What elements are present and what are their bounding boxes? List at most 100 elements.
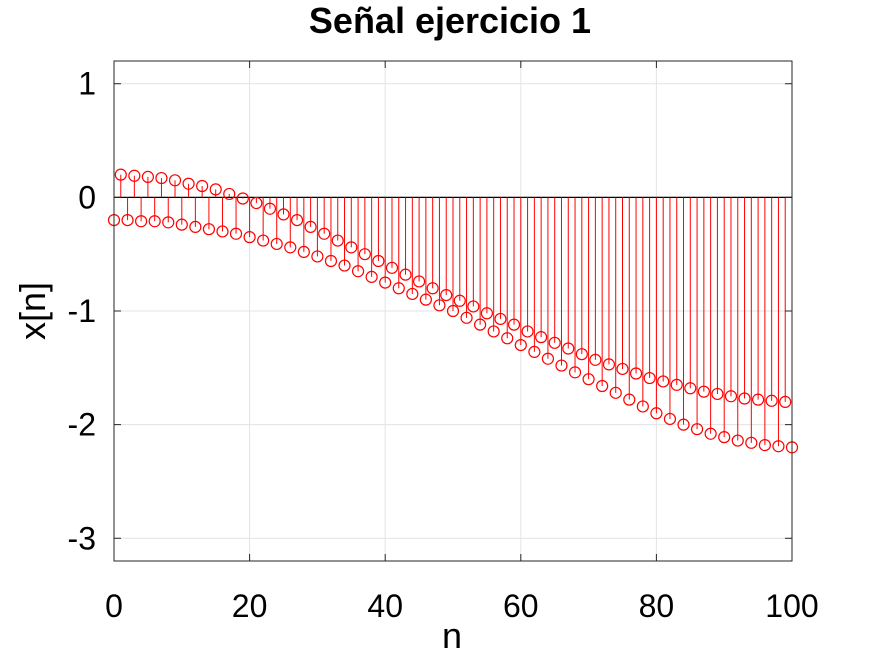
x-tick-label: 100 — [765, 588, 818, 624]
stem-marker — [324, 254, 338, 268]
stem-marker — [311, 250, 324, 263]
stem-marker — [738, 392, 751, 405]
stem-marker — [765, 394, 778, 407]
stem-marker — [711, 387, 724, 401]
stem-marker — [575, 348, 588, 361]
stem-marker — [257, 234, 270, 247]
y-tick-label: 0 — [78, 179, 96, 215]
stem-marker — [338, 259, 351, 272]
chart-title: Señal ejercicio 1 — [309, 0, 591, 41]
stem-marker — [474, 318, 487, 331]
stem-marker — [114, 168, 127, 181]
stem-marker — [365, 270, 378, 284]
stem-marker — [121, 213, 134, 227]
y-axis: 1 0 -1 -2 -3 — [68, 66, 792, 556]
stem-marker — [670, 378, 683, 391]
stem-marker — [270, 237, 283, 251]
stem-marker — [555, 359, 568, 372]
x-tick-label: 20 — [232, 588, 268, 624]
stem-marker — [690, 423, 704, 436]
stem-marker — [216, 225, 229, 238]
stem-marker — [148, 215, 161, 228]
stem-marker — [440, 288, 453, 302]
stem-marker — [697, 385, 710, 398]
stem-marker — [182, 177, 195, 190]
stem-marker — [487, 325, 500, 338]
stem-marker — [243, 231, 256, 244]
stem-marker — [745, 436, 758, 449]
y-tick-label: -1 — [68, 293, 96, 329]
y-tick-label: -3 — [68, 520, 96, 556]
stem-marker — [379, 276, 392, 289]
stem-marker — [168, 174, 182, 187]
stem-marker — [277, 208, 290, 221]
stem-marker — [446, 304, 460, 318]
stem-marker — [507, 318, 521, 331]
stem-marker — [250, 196, 263, 210]
plot-area — [107, 60, 799, 562]
stem-marker — [779, 395, 792, 409]
stem-marker — [196, 179, 209, 193]
stem-marker — [372, 254, 385, 268]
stem-marker — [304, 220, 317, 234]
stem-marker — [636, 400, 649, 413]
stem-marker — [141, 170, 154, 184]
stem-marker — [751, 393, 765, 406]
stem-marker — [528, 345, 541, 359]
x-tick-label: 60 — [503, 588, 539, 624]
stem-marker — [521, 325, 534, 338]
stem-marker — [399, 268, 412, 281]
stem-marker — [223, 187, 236, 201]
stem-marker — [358, 248, 371, 261]
stem-marker — [535, 331, 548, 344]
stem-marker — [724, 390, 738, 403]
stem-marker — [331, 234, 344, 247]
x-tick-label: 40 — [367, 588, 403, 624]
stem-marker — [514, 338, 527, 352]
stem-marker — [406, 287, 419, 301]
y-tick-label: -2 — [68, 407, 96, 443]
stem-marker — [236, 192, 249, 205]
x-tick-label: 80 — [639, 588, 675, 624]
stem-marker — [392, 282, 405, 295]
stem-marker — [650, 407, 663, 420]
stem-marker — [263, 202, 277, 215]
stem-marker — [616, 362, 629, 376]
stem-marker — [758, 438, 771, 452]
stem-marker — [433, 299, 446, 312]
stem-marker — [426, 282, 439, 295]
y-axis-label: x[n] — [12, 282, 53, 340]
stem-marker — [548, 336, 561, 349]
stem-marker — [189, 220, 202, 234]
stem-marker — [209, 183, 222, 196]
stem-marker — [677, 418, 690, 431]
stem-marker — [609, 386, 622, 399]
stem-marker — [663, 412, 677, 426]
stem-marker — [602, 358, 616, 371]
stem-marker — [704, 427, 717, 440]
markers-layer — [107, 168, 799, 454]
x-tick-label: 0 — [105, 588, 123, 624]
stem-marker — [731, 434, 744, 447]
x-axis-label: n — [442, 615, 462, 650]
stem-marker — [128, 169, 141, 182]
stem-marker — [684, 382, 697, 395]
x-axis: 0 20 40 60 80 100 — [105, 61, 819, 624]
stem-marker — [460, 311, 473, 324]
stem-marker — [202, 223, 216, 236]
stem-marker — [568, 366, 582, 379]
stem-marker — [480, 307, 493, 320]
stem-marker — [772, 440, 785, 453]
stem-marker — [162, 216, 175, 229]
stem-marker — [657, 375, 670, 388]
stem-marker — [345, 241, 358, 254]
stem-marker — [718, 431, 731, 444]
stems-layer — [113, 174, 793, 448]
stem-marker — [318, 227, 331, 240]
stem-marker — [589, 353, 602, 366]
stem-marker — [290, 213, 304, 227]
stem-marker — [596, 379, 609, 393]
stem-marker — [643, 371, 656, 385]
stem-marker — [175, 218, 188, 231]
